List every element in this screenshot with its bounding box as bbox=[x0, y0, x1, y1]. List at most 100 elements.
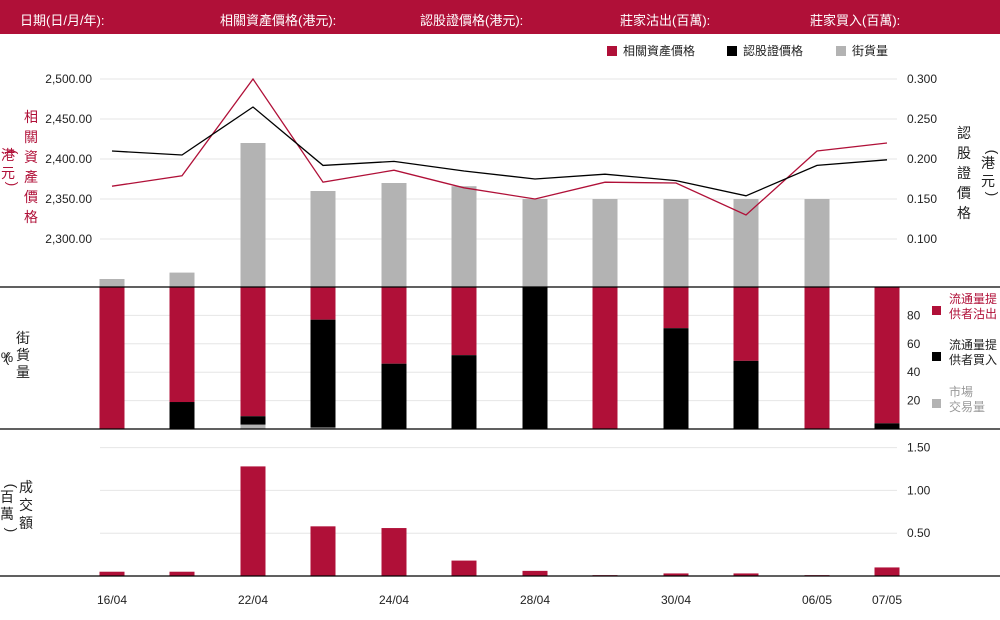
mm-sell-bar bbox=[451, 287, 477, 356]
y-left-title-char: 相 bbox=[24, 109, 38, 125]
y-right-tick: 0.250 bbox=[907, 112, 937, 126]
mm-buy-bar bbox=[733, 360, 759, 429]
warrant-chart: 2,300.00 2,350.00 2,400.00 2,450.00 2,500.00… bbox=[0, 43, 1000, 607]
mm-buy-bar bbox=[451, 355, 477, 429]
outstanding-bar bbox=[522, 199, 548, 287]
bottom-y-unit-char: 萬 bbox=[0, 506, 14, 522]
y-right-title-char: 證 bbox=[957, 165, 971, 181]
mid-legend-swatch bbox=[932, 399, 941, 408]
legend-label: 街貨量 bbox=[852, 43, 888, 58]
legend-swatch bbox=[607, 46, 617, 56]
y-right-unit-char: 港 bbox=[981, 155, 995, 171]
bottom-y-tick: 0.50 bbox=[907, 526, 931, 540]
turnover-bar bbox=[733, 573, 759, 576]
y-left-title-char: 資 bbox=[24, 149, 38, 165]
bottom-y-unit-char: 百 bbox=[0, 489, 14, 505]
y-left-title-char: 格 bbox=[24, 209, 38, 225]
mm-buy-bar bbox=[240, 416, 266, 425]
x-tick-label: 07/05 bbox=[872, 593, 902, 607]
mm-sell-bar bbox=[169, 287, 195, 403]
mm-sell-bar bbox=[310, 287, 336, 320]
underlying-price-line bbox=[111, 77, 888, 216]
y-left-unit: ( bbox=[5, 150, 21, 155]
header-bar: 日期(日/月/年): 相關資產價格(港元): 認股證價格(港元): 莊家沽出(百… bbox=[0, 0, 1000, 34]
outstanding-bar bbox=[310, 191, 336, 287]
outstanding-bar bbox=[804, 199, 830, 287]
y-right-title-char: 價 bbox=[957, 185, 971, 201]
y-right-tick: 0.150 bbox=[907, 192, 937, 206]
y-left-unit: ) bbox=[5, 182, 21, 187]
mm-sell-label: 莊家沽出(百萬): bbox=[620, 13, 711, 28]
y-right-tick: 0.200 bbox=[907, 152, 937, 166]
y-right-title-char: 格 bbox=[957, 205, 971, 221]
y-right-unit-char: 元 bbox=[981, 173, 995, 189]
mid-y-title-char: 街 bbox=[16, 330, 30, 346]
outstanding-bar bbox=[592, 199, 618, 287]
turnover-bar bbox=[240, 466, 266, 576]
mid-y-title-char: 量 bbox=[16, 364, 30, 380]
turnover-bar bbox=[99, 571, 125, 576]
y-left-unit-char: 元 bbox=[1, 165, 15, 181]
mm-buy-bar bbox=[874, 423, 900, 429]
y-right-unit: ( bbox=[985, 150, 1000, 155]
mm-sell-bar bbox=[240, 287, 266, 417]
warrant-price-line bbox=[111, 106, 888, 197]
bottom-y-unit: ( bbox=[4, 484, 20, 489]
mid-legend-label: 流通量提供者買入 bbox=[949, 337, 997, 367]
outstanding-bar bbox=[381, 183, 407, 287]
legend-label: 認股證價格 bbox=[743, 43, 803, 58]
mm-buy-bar bbox=[169, 402, 195, 429]
turnover-bar bbox=[522, 570, 548, 576]
bottom-y-title-char: 成 bbox=[19, 479, 33, 495]
outstanding-bar bbox=[451, 186, 477, 287]
mm-sell-bar bbox=[99, 287, 125, 429]
mm-buy-bar bbox=[381, 363, 407, 429]
mm-sell-bar bbox=[733, 287, 759, 361]
mid-y-title-char: 貨 bbox=[16, 347, 30, 363]
y-left-tick: 2,400.00 bbox=[45, 152, 92, 166]
mid-legend-label: 市場交易量 bbox=[949, 384, 985, 414]
turnover-bar bbox=[874, 567, 900, 576]
underlying-price-label: 相關資產價格(港元): bbox=[220, 13, 337, 28]
mid-y-tick: 20 bbox=[907, 394, 921, 408]
turnover-bar bbox=[451, 560, 477, 576]
y-left-tick: 2,450.00 bbox=[45, 112, 92, 126]
mid-y-tick: 40 bbox=[907, 365, 921, 379]
mm-sell-bar bbox=[592, 287, 618, 429]
y-left-title-char: 產 bbox=[24, 169, 38, 185]
y-right-unit: ) bbox=[985, 192, 1000, 197]
mm-buy-bar bbox=[522, 287, 548, 429]
mm-buy-label: 莊家買入(百萬): bbox=[810, 13, 901, 28]
x-tick-label: 06/05 bbox=[802, 593, 832, 607]
outstanding-bar bbox=[99, 279, 125, 287]
x-tick-label: 28/04 bbox=[520, 593, 550, 607]
bottom-y-tick: 1.50 bbox=[907, 441, 931, 455]
x-tick-label: 24/04 bbox=[379, 593, 409, 607]
market-volume-bar bbox=[240, 424, 266, 429]
y-right-tick: 0.100 bbox=[907, 232, 937, 246]
mid-y-unit: ( bbox=[5, 349, 10, 365]
mm-buy-bar bbox=[310, 319, 336, 428]
x-tick-label: 16/04 bbox=[97, 593, 127, 607]
mm-sell-bar bbox=[381, 287, 407, 364]
legend-label: 相關資產價格 bbox=[623, 43, 695, 58]
market-volume-bar bbox=[310, 427, 336, 429]
turnover-bar bbox=[169, 571, 195, 576]
legend-swatch bbox=[836, 46, 846, 56]
mid-legend-swatch bbox=[932, 306, 941, 315]
mm-buy-bar bbox=[663, 328, 689, 429]
y-left-tick: 2,500.00 bbox=[45, 72, 92, 86]
turnover-bar bbox=[381, 528, 407, 576]
mid-y-tick: 60 bbox=[907, 337, 921, 351]
x-tick-label: 22/04 bbox=[238, 593, 268, 607]
y-left-tick: 2,350.00 bbox=[45, 192, 92, 206]
y-right-tick: 0.300 bbox=[907, 72, 937, 86]
mid-legend-swatch bbox=[932, 352, 941, 361]
bottom-y-tick: 1.00 bbox=[907, 483, 931, 497]
turnover-bar bbox=[663, 573, 689, 576]
y-left-unit-char: 港 bbox=[1, 147, 15, 163]
mm-sell-bar bbox=[804, 287, 830, 429]
bottom-y-unit: ) bbox=[4, 528, 20, 533]
y-right-title-char: 認 bbox=[957, 125, 971, 141]
mm-sell-bar bbox=[874, 287, 900, 424]
